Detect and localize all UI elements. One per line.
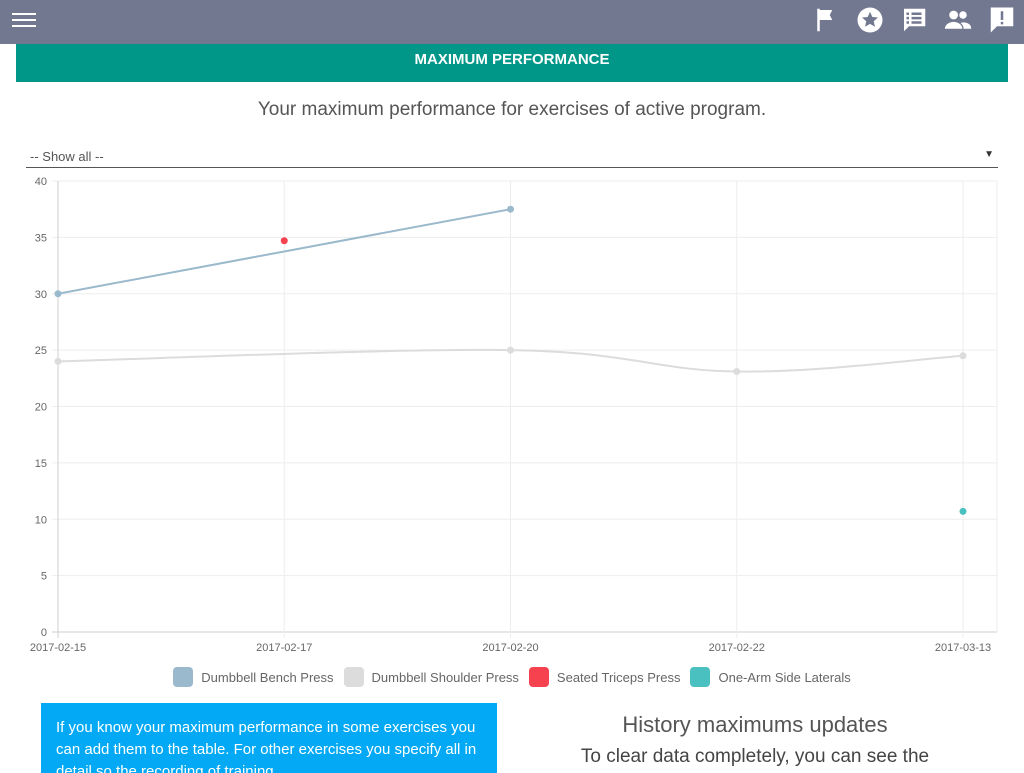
data-point-one-arm-side-laterals — [959, 507, 967, 515]
legend-swatch — [690, 667, 711, 687]
star-icon[interactable] — [855, 5, 885, 35]
x-tick-label: 2017-02-15 — [30, 642, 86, 654]
data-point-dumbbell-shoulder-press — [54, 357, 62, 365]
page-subtitle: Your maximum performance for exercises o… — [257, 99, 767, 120]
list-icon[interactable] — [899, 5, 929, 35]
legend-item-one-arm-side-laterals[interactable]: One-Arm Side Laterals — [690, 667, 851, 687]
history-text: To clear data completely, you can see th… — [580, 746, 930, 767]
flag-icon[interactable] — [811, 5, 841, 35]
y-tick-label: 5 — [41, 571, 47, 583]
legend-item-dumbbell-shoulder-press[interactable]: Dumbbell Shoulder Press — [343, 667, 519, 687]
y-tick-label: 15 — [35, 458, 47, 470]
legend-label: Dumbbell Shoulder Press — [371, 669, 519, 685]
y-tick-label: 10 — [35, 514, 47, 526]
series-line-dumbbell-shoulder-press — [57, 348, 964, 373]
performance-chart: 0 5 10 15 20 25 30 35 40 2017-02-15 2017-02-17 2017… — [30, 176, 998, 654]
chevron-down-icon: ▼ — [984, 149, 994, 160]
legend-swatch — [343, 667, 364, 687]
data-point-dumbbell-shoulder-press — [959, 352, 967, 360]
info-box: If you know your maximum performance in … — [41, 703, 497, 773]
x-tick-label: 2017-02-22 — [709, 642, 765, 654]
top-app-bar — [0, 0, 1024, 44]
x-tick-label: 2017-03-13 — [935, 642, 991, 654]
legend-label: One-Arm Side Laterals — [718, 669, 851, 685]
data-point-dumbbell-shoulder-press — [507, 346, 514, 354]
legend-label: Seated Triceps Press — [556, 669, 681, 685]
hamburger-menu-icon[interactable] — [12, 11, 36, 31]
y-tick-label: 25 — [35, 345, 47, 357]
x-tick-label: 2017-02-20 — [482, 642, 538, 654]
feedback-icon[interactable] — [987, 5, 1017, 35]
chart-legend: Dumbbell Bench Press Dumbbell Shoulder Pr… — [0, 666, 1024, 688]
legend-item-seated-triceps-press[interactable]: Seated Triceps Press — [528, 667, 681, 687]
data-point-dumbbell-bench-press — [54, 290, 62, 298]
exercise-filter-select[interactable]: -- Show all -- ▼ — [26, 146, 998, 168]
legend-swatch — [173, 667, 194, 687]
y-tick-label: 20 — [35, 402, 47, 414]
data-point-dumbbell-bench-press — [507, 205, 514, 213]
series-line-dumbbell-bench-press — [57, 208, 511, 295]
history-title: History maximums updates — [622, 712, 888, 737]
legend-item-dumbbell-bench-press[interactable]: Dumbbell Bench Press — [173, 667, 334, 687]
y-tick-label: 0 — [41, 627, 47, 639]
legend-swatch — [528, 667, 549, 687]
x-tick-label: 2017-02-17 — [256, 642, 312, 654]
page-title: MAXIMUM PERFORMANCE — [16, 44, 1008, 82]
legend-label: Dumbbell Bench Press — [201, 669, 334, 685]
y-tick-label: 35 — [35, 232, 47, 244]
people-icon[interactable] — [943, 5, 973, 35]
data-point-seated-triceps-press — [280, 237, 288, 245]
select-value: -- Show all -- — [30, 149, 104, 164]
y-tick-label: 30 — [35, 289, 47, 301]
y-tick-label: 40 — [35, 176, 47, 188]
data-point-dumbbell-shoulder-press — [733, 368, 741, 376]
info-text: If you know your maximum performance in … — [56, 719, 477, 773]
